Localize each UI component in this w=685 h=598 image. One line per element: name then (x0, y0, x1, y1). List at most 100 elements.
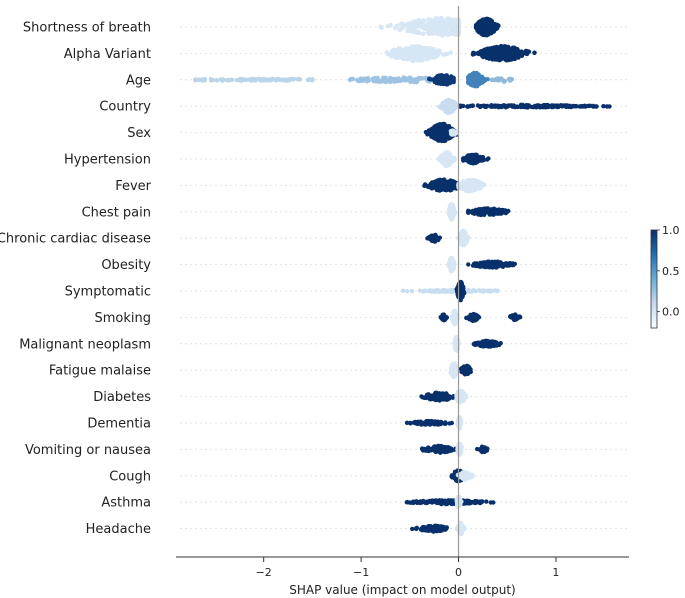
shap-dot (432, 136, 438, 141)
shap-dot (415, 57, 421, 63)
shap-dot (464, 475, 469, 480)
shap-dot (200, 77, 205, 82)
shap-dot (286, 78, 291, 83)
shap-dot (400, 21, 405, 27)
shap-dot (443, 138, 448, 143)
shap-dot (409, 56, 414, 62)
shap-dot (484, 499, 489, 504)
shap-dot (472, 178, 477, 183)
feature-row-dots (193, 70, 515, 89)
shap-dot (468, 157, 474, 162)
shap-dot (378, 78, 383, 84)
shap-dot (511, 262, 516, 268)
shap-dot (532, 103, 538, 109)
shap-dot (400, 288, 406, 293)
shap-dot (471, 288, 476, 293)
shap-dot (441, 103, 446, 109)
shap-dot (443, 182, 449, 187)
shap-dot (448, 448, 454, 453)
shap-dot (470, 473, 475, 478)
shap-dot (418, 419, 423, 424)
shap-dot (439, 122, 444, 127)
shap-dot (558, 103, 563, 108)
shap-dot (458, 103, 463, 109)
shap-dot (453, 368, 458, 373)
shap-dot (467, 289, 472, 294)
shap-dot (437, 49, 442, 55)
shap-dot (442, 125, 447, 130)
shap-dot (394, 48, 400, 53)
shap-dot (423, 288, 428, 293)
shap-dot (438, 498, 443, 504)
shap-dot (473, 22, 479, 28)
feature-row-dots (419, 441, 490, 457)
shap-dot (515, 104, 520, 109)
shap-dot (438, 154, 444, 160)
shap-dot (541, 103, 547, 108)
shap-dot (348, 77, 354, 82)
shap-dot (416, 500, 421, 505)
shap-dot (449, 473, 454, 478)
shap-dot (447, 211, 453, 217)
shap-dot (451, 75, 456, 81)
feature-row-dots (446, 202, 511, 222)
feature-row-dots (422, 177, 487, 194)
shap-dot (444, 27, 449, 32)
shap-dot (481, 78, 487, 83)
shap-dot (443, 501, 448, 506)
shap-dot (572, 104, 577, 109)
shap-dot (458, 281, 463, 286)
shap-dot (395, 54, 400, 60)
feature-row-dots (449, 468, 475, 484)
shap-dot (485, 288, 491, 294)
shap-dot (442, 396, 448, 401)
shap-dot (489, 103, 494, 108)
feature-row-dots (448, 361, 473, 379)
shap-dot (470, 83, 475, 88)
shap-dot (445, 110, 451, 116)
shap-dot (442, 79, 448, 84)
shap-dot (472, 71, 477, 76)
shap-dot (440, 288, 445, 293)
shap-dot (449, 287, 454, 293)
shap-dot (479, 52, 484, 57)
shap-dot (453, 371, 459, 377)
feature-row-dots (378, 15, 501, 38)
shap-dot (415, 24, 420, 29)
shap-dot (457, 495, 462, 500)
shap-dot (364, 76, 370, 81)
shap-dot (498, 57, 503, 62)
feature-row-dots (438, 308, 523, 327)
shap-dot (208, 77, 214, 82)
shap-dot (248, 78, 254, 83)
shap-dot (463, 235, 468, 241)
shap-dot (405, 21, 411, 26)
shap-dot (474, 262, 479, 267)
shap-dot (427, 235, 432, 240)
shap-dot (442, 162, 447, 167)
shap-dot (445, 75, 450, 80)
shap-dot (439, 445, 445, 450)
shap-dot (392, 25, 398, 31)
shap-dot (408, 28, 413, 34)
shap-dot (434, 131, 439, 137)
shap-dot (479, 183, 484, 189)
shap-dot (408, 421, 413, 426)
shap-dot (407, 500, 412, 505)
shap-dot (607, 104, 612, 109)
shap-dot (451, 362, 457, 367)
shap-dot (419, 21, 425, 27)
shap-dot (448, 50, 454, 55)
shap-dot (511, 48, 516, 53)
shap-dot (500, 264, 506, 269)
shap-dot (193, 78, 198, 83)
shap-dot (417, 18, 422, 23)
shap-dot (422, 26, 428, 31)
shap-dot (491, 500, 496, 505)
shap-dot (468, 177, 474, 183)
shap-dot (481, 288, 486, 293)
shap-dot (414, 46, 420, 51)
shap-dot (290, 77, 296, 82)
shap-dot (448, 23, 454, 28)
shap-dot (482, 449, 487, 455)
